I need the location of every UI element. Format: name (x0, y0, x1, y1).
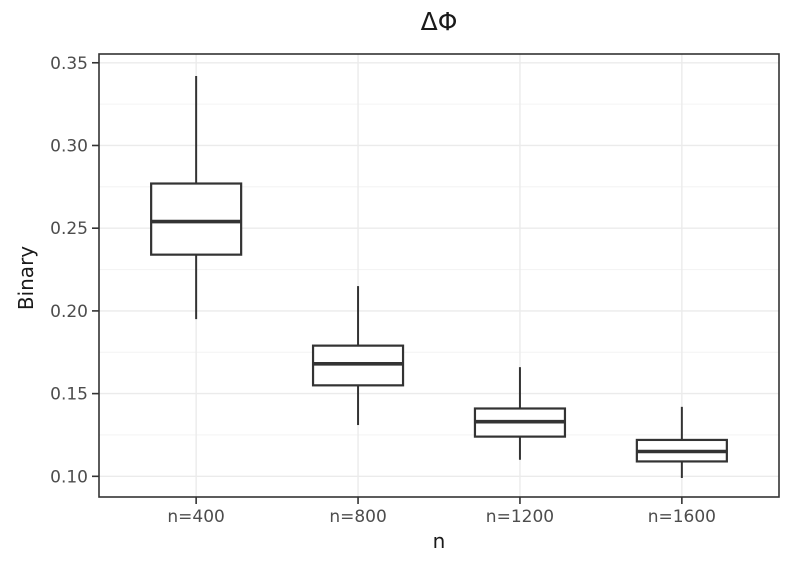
y-tick-label: 0.25 (50, 219, 88, 239)
x-axis-title: n (432, 529, 446, 553)
box-iqr (150, 182, 243, 256)
x-tick-label: n=800 (329, 507, 386, 527)
y-tick-label: 0.35 (50, 54, 88, 74)
x-tick-label: n=1200 (486, 507, 554, 527)
panel-border (98, 53, 780, 498)
y-tick-label: 0.15 (50, 385, 88, 405)
plot-title: ΔΦ (420, 7, 458, 36)
y-tick-label: 0.20 (50, 302, 88, 322)
x-tick-label: n=400 (167, 507, 224, 527)
x-tick-label: n=1600 (648, 507, 716, 527)
y-tick-label: 0.30 (50, 136, 88, 156)
y-tick-label: 0.10 (50, 467, 88, 487)
